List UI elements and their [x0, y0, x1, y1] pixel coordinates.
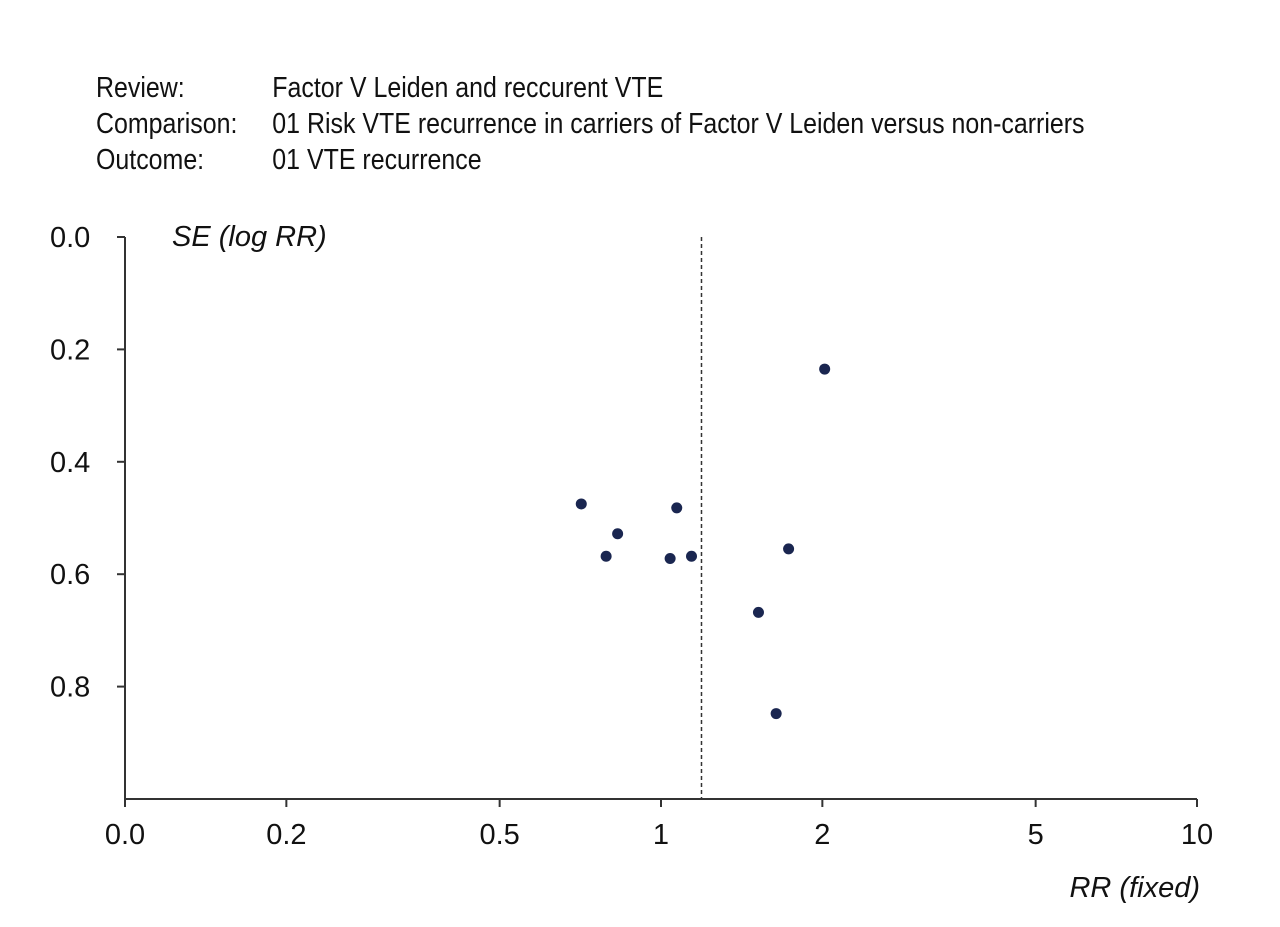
y-axis-title: SE (log RR)	[172, 221, 327, 253]
header-key: Outcome:	[96, 144, 205, 176]
header-value: Factor V Leiden and reccurent VTE	[272, 72, 664, 104]
data-point	[686, 550, 698, 562]
data-point	[612, 528, 624, 540]
x-tick-label: 0.2	[266, 819, 306, 851]
y-tick-label: 0.2	[50, 334, 90, 366]
header-row-comparison: Comparison: 01 Risk VTE recurrence in ca…	[96, 106, 1085, 142]
data-point	[664, 552, 676, 564]
data-point	[752, 606, 764, 618]
x-tick-label: 10	[1181, 819, 1213, 851]
y-tick-label: 0.8	[50, 672, 90, 704]
data-point	[819, 363, 831, 375]
header-row-review: Review: Factor V Leiden and reccurent VT…	[96, 70, 1085, 106]
header-row-outcome: Outcome: 01 VTE recurrence	[96, 142, 1085, 178]
x-axis-title: RR (fixed)	[1069, 872, 1200, 904]
x-tick-label: 0.0	[105, 819, 145, 851]
y-tick-label: 0.4	[50, 447, 90, 479]
data-point	[770, 708, 782, 720]
y-tick-label: 0.6	[50, 559, 90, 591]
data-point	[671, 502, 683, 514]
header-key: Comparison:	[96, 108, 238, 140]
data-point	[783, 543, 795, 555]
x-tick-label: 0.5	[479, 819, 519, 851]
x-axis-ticks: 0.0 0.2 0.5 1 2 5 10	[105, 799, 1213, 851]
x-tick-label: 5	[1028, 819, 1044, 851]
data-point	[600, 550, 612, 562]
data-point	[575, 498, 587, 510]
y-axis-ticks: 0.0 0.2 0.4 0.6 0.8	[50, 222, 125, 704]
chart-header: Review: Factor V Leiden and reccurent VT…	[96, 70, 1085, 178]
y-tick-label: 0.0	[50, 222, 90, 254]
header-value: 01 Risk VTE recurrence in carriers of Fa…	[272, 108, 1085, 140]
x-tick-label: 2	[814, 819, 830, 851]
data-points	[575, 363, 831, 720]
x-tick-label: 1	[653, 819, 669, 851]
header-value: 01 VTE recurrence	[272, 144, 482, 176]
header-key: Review:	[96, 72, 185, 104]
